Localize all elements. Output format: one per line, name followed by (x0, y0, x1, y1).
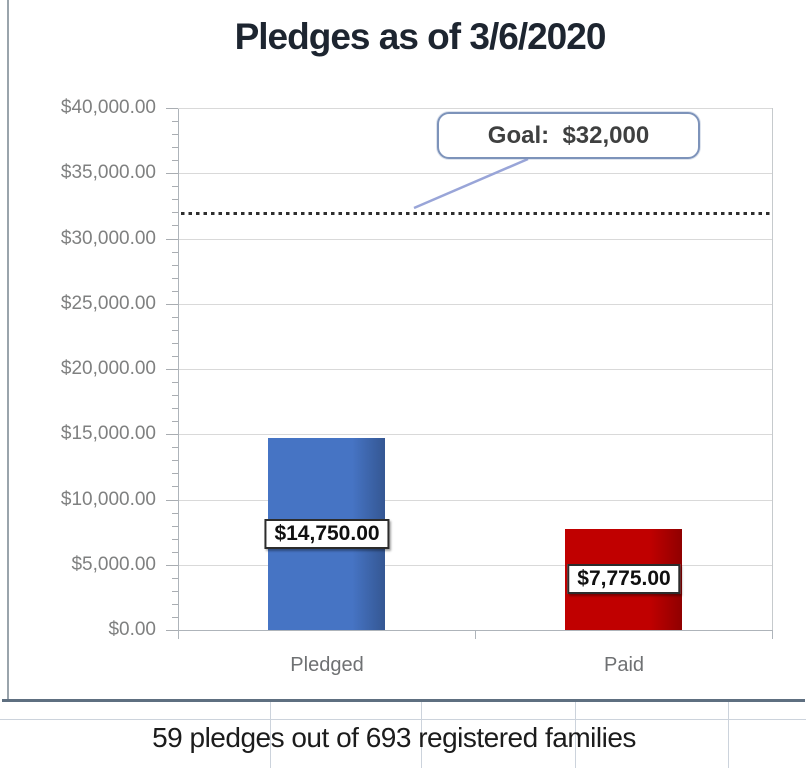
y-axis-tick-mark (166, 565, 178, 566)
y-axis-tick-mark (172, 225, 178, 226)
y-axis-tick-mark (172, 513, 178, 514)
y-axis-tick-mark (166, 369, 178, 370)
y-axis-tick-mark (172, 486, 178, 487)
sheet-gridline-vertical (270, 702, 271, 768)
y-gridline (178, 434, 772, 435)
goal-callout[interactable]: Goal: $32,000 (437, 112, 700, 159)
y-axis-tick-mark (172, 147, 178, 148)
y-axis-tick-mark (172, 330, 178, 331)
x-axis-tick-mark (178, 630, 179, 639)
bar-data-label-paid[interactable]: $7,775.00 (567, 564, 681, 594)
goal-line[interactable] (181, 212, 773, 215)
y-axis-tick-label: $5,000.00 (71, 554, 156, 575)
y-axis-tick-mark (166, 173, 178, 174)
y-axis-tick-mark (172, 160, 178, 161)
y-axis-tick-mark (172, 134, 178, 135)
chart-title[interactable]: Pledges as of 3/6/2020 (234, 16, 607, 57)
y-axis-tick-mark (172, 382, 178, 383)
goal-callout-label: Goal: $32,000 (487, 121, 650, 149)
y-axis-tick-mark (172, 291, 178, 292)
y-axis-tick-label: $20,000.00 (60, 358, 156, 379)
y-gridline (178, 500, 772, 501)
y-gridline (178, 173, 772, 174)
chart-bottom-border (2, 699, 805, 702)
bar-data-label-pledged[interactable]: $14,750.00 (264, 519, 390, 549)
y-axis-tick-mark (172, 186, 178, 187)
y-axis-tick-mark (172, 356, 178, 357)
y-axis-tick-mark (166, 108, 178, 109)
y-axis-tick-label: $30,000.00 (60, 228, 156, 249)
y-gridline (178, 239, 772, 240)
y-axis-line (178, 108, 179, 630)
y-axis-tick-mark (166, 239, 178, 240)
y-gridline (178, 369, 772, 370)
plot-right-border (772, 108, 773, 630)
y-axis-tick-mark (172, 252, 178, 253)
chart-left-border (7, 0, 9, 700)
y-axis-tick-mark (172, 591, 178, 592)
y-axis-tick-mark (172, 473, 178, 474)
y-axis-tick-label: $40,000.00 (60, 97, 156, 118)
y-axis-tick-mark (172, 447, 178, 448)
sheet-gridline-vertical (421, 702, 422, 768)
y-axis-tick-mark (166, 500, 178, 501)
y-gridline (178, 304, 772, 305)
y-axis-tick-mark (172, 460, 178, 461)
y-axis-tick-mark (172, 278, 178, 279)
x-axis-tick-mark (772, 630, 773, 639)
y-axis-tick-mark (172, 265, 178, 266)
y-axis-tick-mark (172, 539, 178, 540)
y-axis-tick-mark (172, 421, 178, 422)
y-axis-tick-mark (166, 304, 178, 305)
y-axis-tick-mark (172, 395, 178, 396)
y-axis-tick-mark (172, 317, 178, 318)
y-axis-tick-label: $35,000.00 (60, 162, 156, 183)
y-axis-tick-mark (172, 552, 178, 553)
x-category-label: Pledged (290, 654, 364, 676)
y-axis-tick-mark (172, 617, 178, 618)
y-axis-tick-label: $15,000.00 (60, 423, 156, 444)
y-axis-tick-label: $0.00 (108, 619, 156, 640)
sheet-gridline-horizontal (0, 719, 806, 720)
y-axis-tick-mark (172, 408, 178, 409)
y-axis-tick-label: $10,000.00 (60, 489, 156, 510)
y-axis-tick-label: $25,000.00 (60, 293, 156, 314)
y-axis-tick-mark (166, 630, 178, 631)
y-gridline (178, 565, 772, 566)
y-axis-tick-mark (172, 212, 178, 213)
y-axis-tick-mark (166, 434, 178, 435)
y-axis-tick-mark (172, 199, 178, 200)
plot-top-border (178, 108, 772, 109)
sheet-gridline-vertical (728, 702, 729, 768)
x-category-label: Paid (603, 654, 645, 676)
sheet-gridline-vertical (575, 702, 576, 768)
y-axis-tick-mark (172, 604, 178, 605)
footer-cell-text[interactable]: 59 pledges out of 693 registered familie… (152, 722, 636, 753)
y-axis-tick-mark (172, 343, 178, 344)
y-axis-tick-mark (172, 526, 178, 527)
y-axis-tick-mark (172, 121, 178, 122)
y-axis-tick-mark (172, 578, 178, 579)
x-axis-tick-mark (475, 630, 476, 639)
